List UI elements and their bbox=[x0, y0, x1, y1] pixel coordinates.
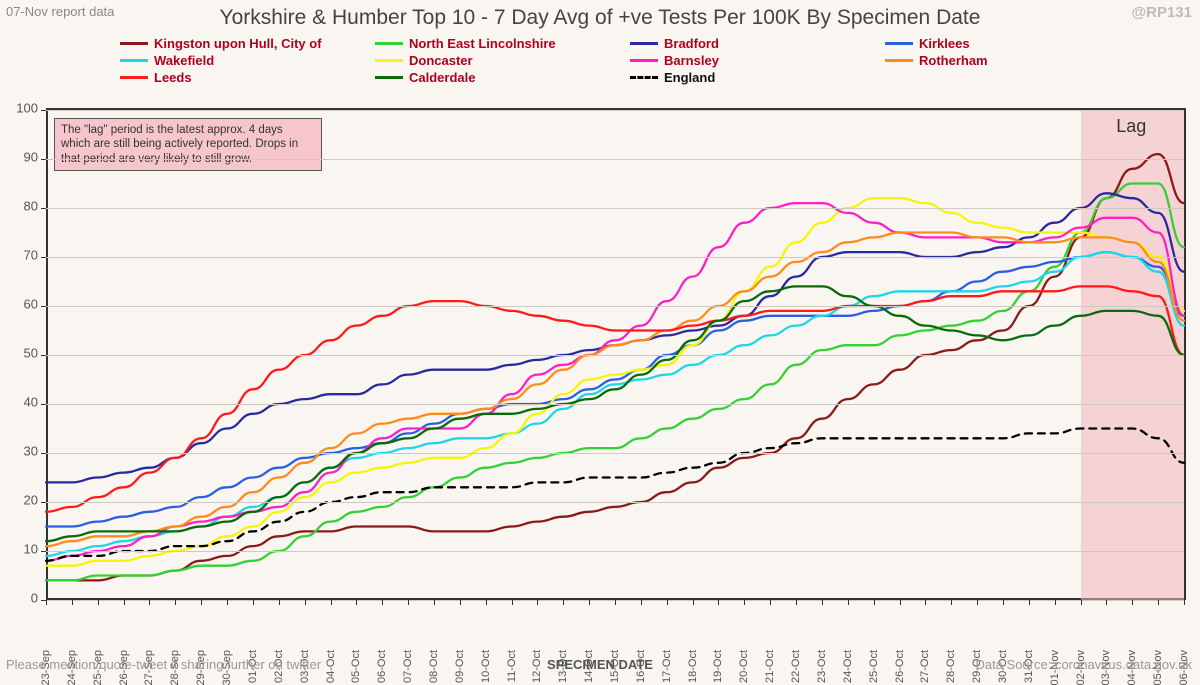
legend-label: Kirklees bbox=[919, 36, 970, 51]
series-line bbox=[46, 154, 1184, 580]
legend-swatch bbox=[630, 42, 658, 45]
legend-label: Rotherham bbox=[919, 53, 988, 68]
gridline bbox=[46, 306, 1184, 307]
legend-item: Doncaster bbox=[375, 53, 630, 68]
legend-item: Barnsley bbox=[630, 53, 885, 68]
legend-label: Barnsley bbox=[664, 53, 719, 68]
y-tick-label: 80 bbox=[24, 199, 38, 214]
legend-swatch bbox=[375, 76, 403, 79]
chart-title: Yorkshire & Humber Top 10 - 7 Day Avg of… bbox=[0, 6, 1200, 30]
gridline bbox=[46, 110, 1184, 111]
legend-swatch bbox=[885, 59, 913, 62]
gridline bbox=[46, 208, 1184, 209]
y-tick-label: 70 bbox=[24, 248, 38, 263]
legend-swatch bbox=[630, 76, 658, 79]
legend-swatch bbox=[630, 59, 658, 62]
gridline bbox=[46, 453, 1184, 454]
y-axis-labels: 0102030405060708090100 bbox=[0, 108, 42, 600]
legend-item: North East Lincolnshire bbox=[375, 36, 630, 51]
y-tick-label: 20 bbox=[24, 493, 38, 508]
legend-swatch bbox=[120, 42, 148, 45]
y-tick-label: 0 bbox=[31, 591, 38, 606]
gridline bbox=[46, 159, 1184, 160]
legend-item: England bbox=[630, 70, 885, 85]
legend-item: Bradford bbox=[630, 36, 885, 51]
data-source-note: Data Source: coronavirus.data.gov.uk bbox=[975, 657, 1192, 672]
legend-label: Bradford bbox=[664, 36, 719, 51]
legend-label: Doncaster bbox=[409, 53, 473, 68]
y-tick-label: 50 bbox=[24, 346, 38, 361]
y-tick-label: 60 bbox=[24, 297, 38, 312]
y-tick-label: 100 bbox=[16, 101, 38, 116]
y-tick-label: 90 bbox=[24, 150, 38, 165]
legend-item: Calderdale bbox=[375, 70, 630, 85]
legend-swatch bbox=[375, 42, 403, 45]
chart-plot-area: Lag The "lag" period is the latest appro… bbox=[46, 108, 1186, 600]
legend-label: Kingston upon Hull, City of bbox=[154, 36, 322, 51]
y-tick-label: 10 bbox=[24, 542, 38, 557]
gridline bbox=[46, 551, 1184, 552]
legend-label: England bbox=[664, 70, 715, 85]
y-tick-label: 40 bbox=[24, 395, 38, 410]
x-axis-labels: 23-Sep24-Sep25-Sep26-Sep27-Sep28-Sep29-S… bbox=[46, 604, 1186, 662]
y-tick-label: 30 bbox=[24, 444, 38, 459]
gridline bbox=[46, 355, 1184, 356]
legend-label: Leeds bbox=[154, 70, 192, 85]
legend-swatch bbox=[375, 59, 403, 62]
gridline bbox=[46, 404, 1184, 405]
gridline bbox=[46, 502, 1184, 503]
legend-item: Kirklees bbox=[885, 36, 1140, 51]
legend-item: Rotherham bbox=[885, 53, 1140, 68]
legend-item: Wakefield bbox=[120, 53, 375, 68]
legend-item: Kingston upon Hull, City of bbox=[120, 36, 375, 51]
legend-label: Wakefield bbox=[154, 53, 214, 68]
legend: Kingston upon Hull, City of North East Li… bbox=[120, 36, 1140, 85]
share-note: Please mention/quote-tweet if sharing fu… bbox=[6, 657, 321, 672]
legend-swatch bbox=[120, 59, 148, 62]
legend-label: Calderdale bbox=[409, 70, 475, 85]
legend-label: North East Lincolnshire bbox=[409, 36, 556, 51]
legend-swatch bbox=[120, 76, 148, 79]
legend-swatch bbox=[885, 42, 913, 45]
legend-item: Leeds bbox=[120, 70, 375, 85]
gridline bbox=[46, 257, 1184, 258]
